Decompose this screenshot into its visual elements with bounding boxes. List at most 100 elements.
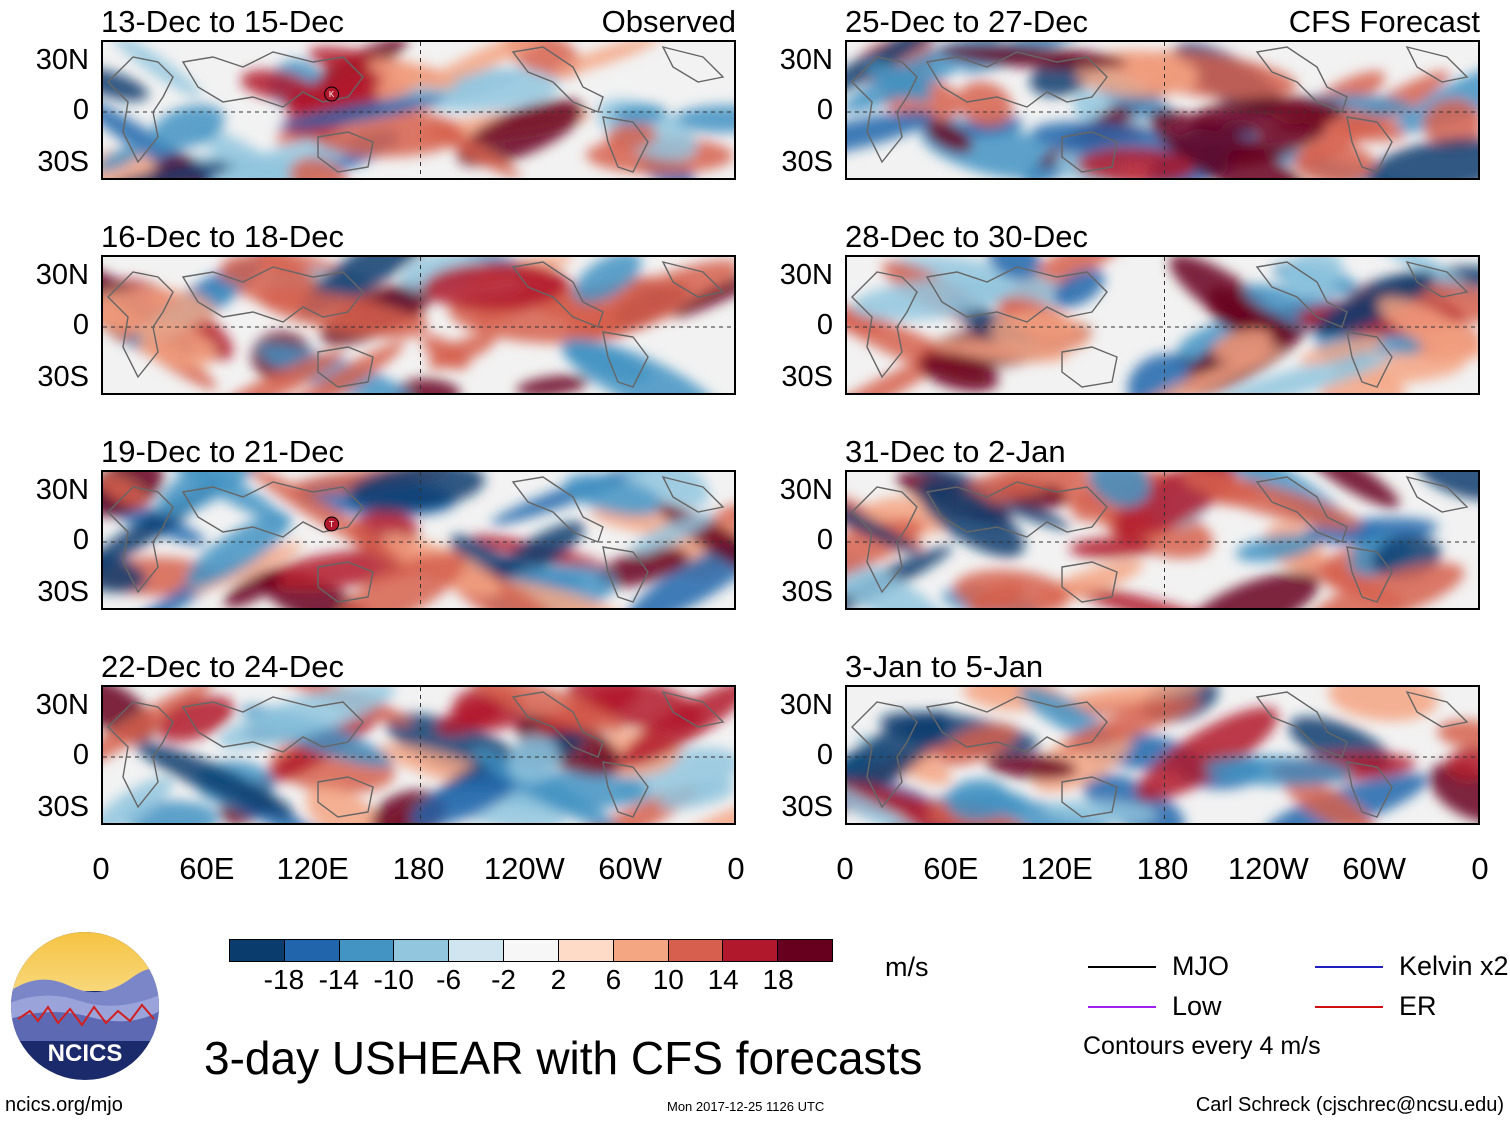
shear-field (847, 42, 1478, 178)
lat-label: 0 (816, 94, 833, 126)
panel-title: 19-Dec to 21-Dec (101, 434, 344, 469)
site-url[interactable]: ncics.org/mjo (5, 1094, 123, 1116)
colorbar-tick: -10 (373, 964, 414, 995)
shear-field: K (103, 42, 734, 178)
panel-title: 13-Dec to 15-Dec (101, 4, 344, 39)
lon-label: 0 (1471, 851, 1489, 886)
timestamp: Mon 2017-12-25 1126 UTC (667, 1099, 825, 1114)
legend-label: Low (1172, 991, 1222, 1021)
legend-label: ER (1399, 991, 1437, 1021)
lon-label: 0 (836, 851, 854, 886)
colorbar (229, 939, 833, 962)
legend-label: MJO (1172, 951, 1229, 981)
panel-title: 3-Jan to 5-Jan (845, 649, 1044, 684)
legend-line-kelvin-x2 (1315, 966, 1383, 968)
panel-title: 22-Dec to 24-Dec (101, 649, 344, 684)
colorbar-units: m/s (885, 952, 929, 982)
author-credit: Carl Schreck (cjschrec@ncsu.edu) (1195, 1094, 1504, 1116)
main-title: 3-day USHEAR with CFS forecasts (204, 1032, 923, 1084)
shear-field (847, 257, 1478, 393)
shear-field (847, 687, 1478, 823)
lat-label: 30S (781, 576, 833, 608)
lat-label: 30N (779, 689, 833, 721)
lat-label: 30N (35, 474, 89, 506)
ncics-logo-graphic: NCICS (11, 932, 159, 1080)
colorbar-swatch (613, 940, 669, 961)
colorbar-swatch (778, 940, 832, 961)
lat-label: 30S (37, 146, 89, 178)
panel-tag: CFS Forecast (1288, 4, 1480, 39)
lat-label: 0 (816, 309, 833, 341)
colorbar-tick: -18 (263, 964, 305, 995)
map-panel: T (101, 470, 736, 610)
map-panel (845, 40, 1480, 180)
lon-label: 0 (92, 851, 110, 886)
lon-label: 60W (598, 851, 663, 886)
lat-label: 30S (781, 361, 833, 393)
storm-marker: K (324, 86, 340, 102)
lon-label: 60E (923, 851, 979, 886)
lat-label: 0 (72, 309, 89, 341)
lat-label: 0 (72, 94, 89, 126)
ncics-logo[interactable]: NCICS (10, 931, 160, 1081)
lat-label: 30S (37, 576, 89, 608)
lat-label: 30S (781, 146, 833, 178)
lon-label: 120E (276, 851, 349, 886)
map-panel: K (101, 40, 736, 180)
lon-label: 60E (179, 851, 235, 886)
storm-marker: T (324, 516, 340, 532)
contour-note: Contours every 4 m/s (1083, 1032, 1321, 1060)
map-panel (845, 255, 1480, 395)
colorbar-tick: 2 (550, 964, 567, 995)
legend-line-low (1088, 1006, 1156, 1008)
map-panel (101, 255, 736, 395)
lat-label: 30N (35, 259, 89, 291)
shear-field: T (103, 472, 734, 608)
lat-label: 30N (35, 689, 89, 721)
colorbar-tick: -14 (318, 964, 360, 995)
lon-label: 120E (1020, 851, 1093, 886)
shear-field (103, 687, 734, 823)
colorbar-swatch (284, 940, 340, 961)
lat-label: 30S (37, 361, 89, 393)
lon-label: 60W (1342, 851, 1407, 886)
lat-label: 30N (779, 44, 833, 76)
lon-label: 0 (727, 851, 745, 886)
colorbar-tick: -6 (436, 964, 462, 995)
colorbar-swatch (723, 940, 779, 961)
colorbar-tick: 10 (652, 964, 684, 995)
lat-label: 30N (779, 259, 833, 291)
colorbar-swatch (394, 940, 450, 961)
storm-marker-label: K (329, 90, 335, 99)
map-panel (101, 685, 736, 825)
lat-label: 30S (37, 791, 89, 823)
lon-label: 120W (1227, 851, 1309, 886)
lon-label: 180 (1136, 851, 1189, 886)
colorbar-swatch (504, 940, 559, 961)
lat-label: 30N (779, 474, 833, 506)
lon-label: 120W (483, 851, 565, 886)
logo-text: NCICS (48, 1040, 123, 1067)
colorbar-swatch (230, 940, 285, 961)
lon-label: 180 (392, 851, 445, 886)
panel-title: 25-Dec to 27-Dec (845, 4, 1088, 39)
panel-title: 16-Dec to 18-Dec (101, 219, 344, 254)
lat-label: 0 (816, 524, 833, 556)
lat-label: 30S (781, 791, 833, 823)
lat-label: 0 (72, 739, 89, 771)
colorbar-tick: -2 (491, 964, 516, 995)
legend-line-er (1315, 1006, 1383, 1008)
panel-title: 31-Dec to 2-Jan (845, 434, 1066, 469)
panel-tag: Observed (601, 4, 736, 39)
lat-label: 0 (816, 739, 833, 771)
lat-label: 30N (35, 44, 89, 76)
shear-field (847, 472, 1478, 608)
colorbar-swatch (558, 940, 614, 961)
colorbar-tick: 6 (605, 964, 622, 995)
legend-label: Kelvin x2 (1399, 951, 1509, 981)
legend-line-mjo (1088, 966, 1156, 968)
shear-field (103, 257, 734, 393)
map-panel (845, 470, 1480, 610)
panel-title: 28-Dec to 30-Dec (845, 219, 1088, 254)
